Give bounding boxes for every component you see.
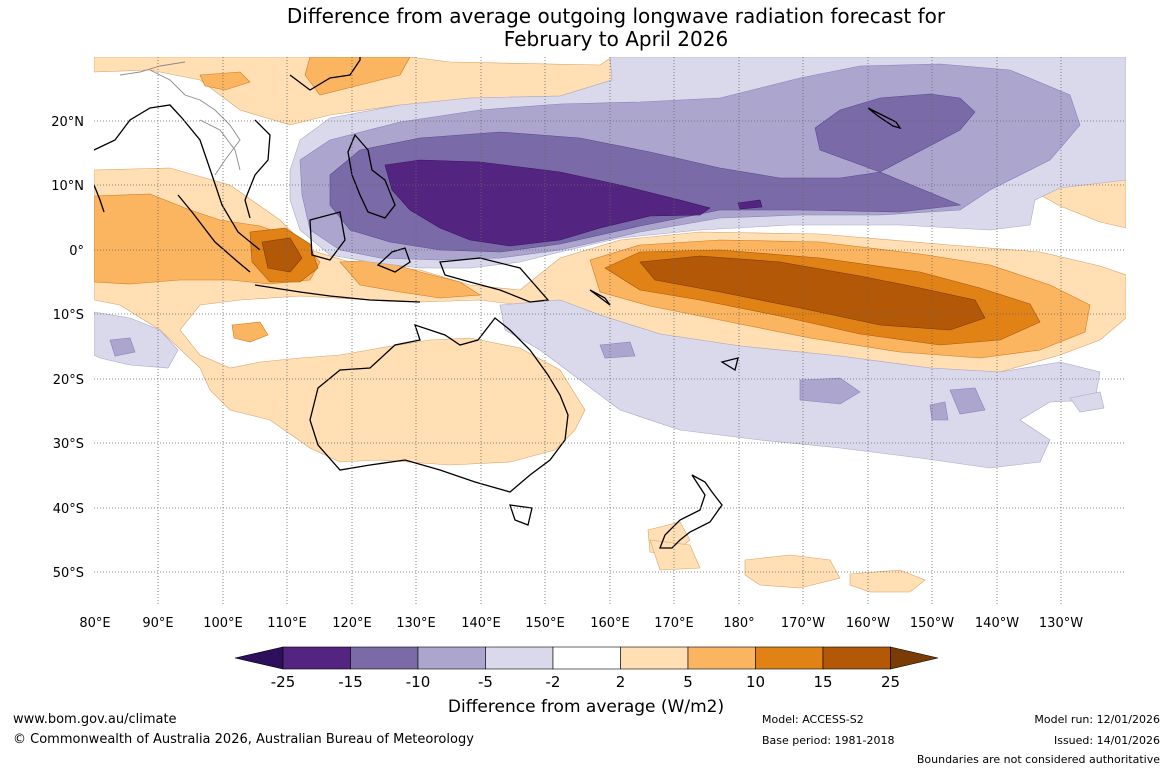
lat-label: 20°S: [53, 373, 84, 388]
lon-label: 140°W: [975, 616, 1019, 631]
legend-tick: 10: [746, 673, 765, 691]
graticule: [94, 57, 1126, 605]
coastlines: [94, 57, 902, 549]
lon-label: 130°E: [396, 616, 436, 631]
legend-title: Difference from average (W/m2): [448, 697, 724, 717]
footer-url[interactable]: www.bom.gov.au/climate: [13, 712, 177, 727]
lon-label: 130°W: [1039, 616, 1083, 631]
lon-label: 120°E: [332, 616, 372, 631]
lon-label: 170°W: [781, 616, 825, 631]
lat-label: 40°S: [53, 502, 84, 517]
map-title: Difference from average outgoing longwav…: [0, 5, 1173, 51]
legend-swatch: [822, 646, 891, 670]
lon-label: 140°E: [461, 616, 501, 631]
footer-copyright: © Commonwealth of Australia 2026, Austra…: [13, 732, 474, 747]
legend-swatch: [234, 646, 284, 670]
lon-label: 150°E: [525, 616, 565, 631]
legend-tick: 15: [813, 673, 832, 691]
lat-label: 30°S: [53, 437, 84, 452]
legend-swatch: [282, 646, 351, 670]
footer-base-period: Base period: 1981-2018: [762, 734, 895, 747]
latitude-labels: 20°N 10°N 0° 10°S 20°S 30°S 40°S 50°S: [51, 115, 84, 581]
legend-tick: -10: [406, 673, 431, 691]
legend-tick: -25: [271, 673, 296, 691]
legend-tick: 5: [683, 673, 693, 691]
footer-model: Model: ACCESS-S2: [762, 713, 864, 726]
longitude-labels: 80°E 90°E 100°E 110°E 120°E 130°E 140°E …: [79, 616, 1083, 631]
lat-label: 20°N: [51, 115, 84, 130]
legend-swatch: [552, 646, 621, 670]
legend-swatch: [687, 646, 756, 670]
lat-label: 0°: [69, 244, 84, 259]
legend-swatch: [890, 646, 939, 670]
title-line-2: February to April 2026: [503, 27, 729, 51]
anomaly-15-to-25-region: [261, 237, 986, 331]
legend-swatch: [620, 646, 689, 670]
legend-tick: 2: [616, 673, 626, 691]
legend-swatch: [350, 646, 419, 670]
lon-label: 150°W: [910, 616, 954, 631]
legend-tick: -15: [338, 673, 363, 691]
title-line-1: Difference from average outgoing longwav…: [286, 4, 946, 28]
lon-label: 160°E: [590, 616, 630, 631]
lon-label: 110°E: [267, 616, 307, 631]
lon-label: 160°W: [846, 616, 890, 631]
country-borders: [119, 61, 241, 176]
lon-label: 80°E: [79, 616, 110, 631]
lon-label: 170°E: [654, 616, 694, 631]
legend-swatch: [755, 646, 824, 670]
colour-legend: [234, 646, 939, 670]
map-panel: [94, 57, 1126, 605]
legend-tick: 25: [881, 673, 900, 691]
lon-label: 90°E: [142, 616, 173, 631]
footer-issued: Issued: 14/01/2026: [1053, 734, 1160, 747]
legend-swatch: [417, 646, 486, 670]
footer-model-run: Model run: 12/01/2026: [1034, 713, 1160, 726]
legend-tick: -2: [546, 673, 561, 691]
legend-tick-labels: -25 -15 -10 -5 -2 2 5 10 15 25: [271, 673, 900, 691]
legend-tick: -5: [478, 673, 493, 691]
lat-label: 50°S: [53, 566, 84, 581]
legend-swatch: [485, 646, 554, 670]
anomaly-minus-15-to-minus-25-region: [384, 159, 763, 247]
lon-label: 180°: [723, 616, 754, 631]
lat-label: 10°N: [51, 179, 84, 194]
lat-label: 10°S: [53, 308, 84, 323]
lon-label: 100°E: [203, 616, 243, 631]
footer-disclaimer: Boundaries are not considered authoritat…: [916, 753, 1160, 766]
